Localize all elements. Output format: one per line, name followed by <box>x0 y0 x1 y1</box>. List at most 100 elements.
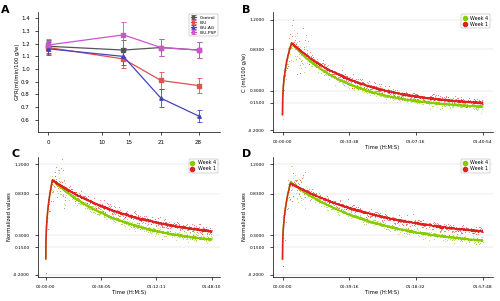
Point <box>186 229 194 234</box>
Point <box>66 192 74 197</box>
Point <box>326 198 334 203</box>
Point <box>340 202 348 207</box>
Point <box>284 195 292 200</box>
Point <box>407 229 415 234</box>
Point <box>385 227 393 232</box>
Point <box>74 197 82 202</box>
Point <box>366 214 374 219</box>
Point <box>280 209 288 214</box>
Point <box>104 209 112 214</box>
Point <box>154 231 162 236</box>
Point <box>164 232 172 237</box>
Point <box>332 76 340 81</box>
Point <box>180 235 188 240</box>
Point <box>368 82 376 87</box>
Point <box>301 206 309 211</box>
Point <box>378 224 386 228</box>
Point <box>460 103 468 108</box>
Point <box>330 69 338 73</box>
Point <box>450 237 458 241</box>
Point <box>185 233 193 237</box>
Point <box>283 54 291 59</box>
Point <box>408 98 416 102</box>
Point <box>370 212 378 217</box>
Point <box>136 213 144 218</box>
Point <box>146 225 154 230</box>
Point <box>326 72 334 77</box>
Point <box>94 203 102 207</box>
Point <box>370 210 378 215</box>
Point <box>364 86 372 91</box>
Point <box>364 79 372 84</box>
Point <box>344 213 352 218</box>
Point <box>404 98 411 103</box>
Point <box>176 230 184 234</box>
Point <box>348 82 356 87</box>
Point <box>190 230 198 234</box>
Point <box>432 100 440 105</box>
Point <box>148 226 156 231</box>
Point <box>448 99 456 104</box>
Point <box>66 190 74 195</box>
Point <box>469 106 477 110</box>
Point <box>446 234 454 239</box>
Point <box>334 71 342 76</box>
Point <box>336 209 344 213</box>
Point <box>405 231 413 236</box>
Point <box>399 226 407 231</box>
Point <box>376 89 384 94</box>
Point <box>121 215 129 219</box>
Point <box>432 93 440 98</box>
Point <box>476 225 484 230</box>
Point <box>93 209 101 214</box>
Point <box>428 220 436 225</box>
Point <box>440 222 448 226</box>
Point <box>440 100 448 105</box>
Point <box>361 82 369 86</box>
Point <box>452 232 460 237</box>
Point <box>362 90 370 95</box>
Point <box>336 197 344 202</box>
Point <box>308 53 316 57</box>
Point <box>394 94 402 98</box>
Point <box>368 91 376 95</box>
Point <box>356 207 364 212</box>
Point <box>310 197 318 202</box>
Point <box>384 94 392 99</box>
Point <box>464 226 471 231</box>
Point <box>372 88 380 93</box>
Point <box>393 94 401 99</box>
Point <box>462 101 469 106</box>
Point <box>320 70 328 75</box>
Point <box>168 234 176 239</box>
Point <box>423 222 431 227</box>
Point <box>401 228 409 232</box>
Point <box>184 226 192 231</box>
Point <box>446 99 454 104</box>
Point <box>350 83 358 88</box>
Point <box>312 197 320 202</box>
Point <box>119 217 127 222</box>
Point <box>108 212 116 216</box>
Point <box>68 194 76 199</box>
Point <box>460 235 468 240</box>
Point <box>318 201 326 206</box>
Point <box>174 231 182 236</box>
Point <box>192 237 200 242</box>
Point <box>474 106 482 111</box>
Point <box>46 182 54 187</box>
Point <box>326 69 334 74</box>
Point <box>404 227 412 231</box>
Point <box>294 177 302 182</box>
Point <box>134 224 141 229</box>
Legend: Control, IBU, IBU-AG, IBU-PSP: Control, IBU, IBU-AG, IBU-PSP <box>189 14 218 36</box>
Point <box>198 231 206 236</box>
Point <box>340 79 348 83</box>
Point <box>288 198 296 203</box>
Point <box>402 230 410 235</box>
Point <box>172 220 180 225</box>
Point <box>279 90 287 95</box>
Point <box>92 201 100 206</box>
Point <box>308 64 316 68</box>
Point <box>317 67 325 72</box>
